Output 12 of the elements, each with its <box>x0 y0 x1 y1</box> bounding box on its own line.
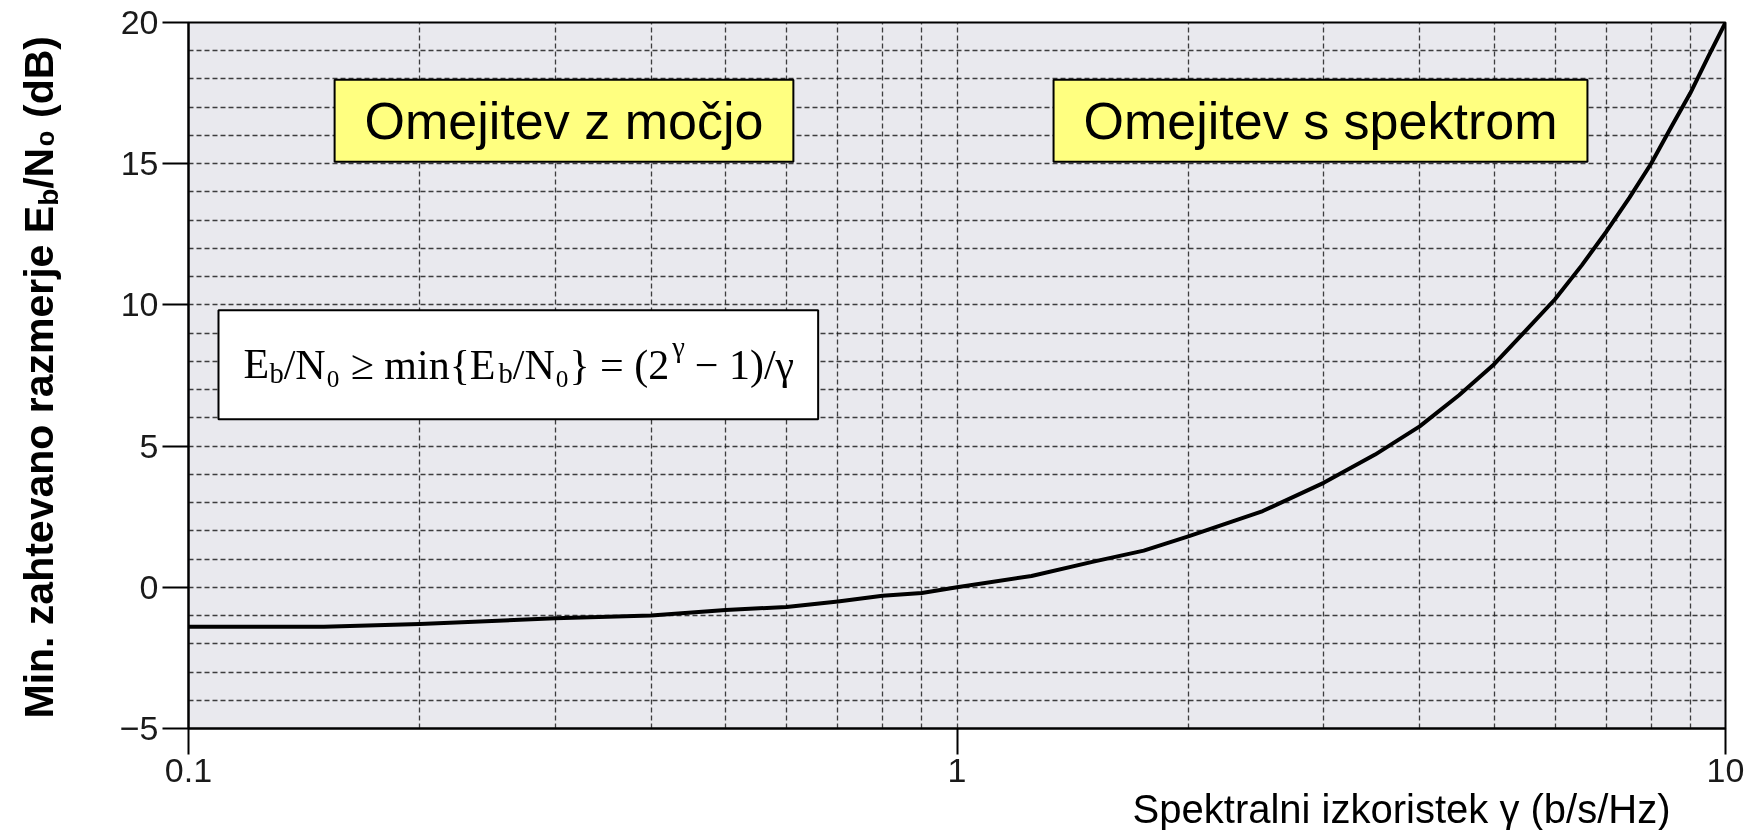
x-tick-label: 10 <box>1706 750 1745 789</box>
x-tick-label: 0.1 <box>164 750 213 789</box>
y-axis-title: Min. zahtevano razmerje Eb/N₀ (dB) <box>16 35 64 719</box>
y-tick-label: 15 <box>120 144 159 183</box>
x-tick-label: 1 <box>947 750 967 789</box>
annotation: Omejitev s spektrom <box>1083 91 1558 150</box>
y-tick-label: −5 <box>119 709 159 747</box>
y-tick-label: 20 <box>120 3 159 41</box>
y-tick-label: 5 <box>139 426 159 465</box>
y-tick-label: 0 <box>139 567 159 606</box>
annotation: Omejitev z močjo <box>364 91 764 150</box>
y-tick-label: 10 <box>120 285 159 324</box>
